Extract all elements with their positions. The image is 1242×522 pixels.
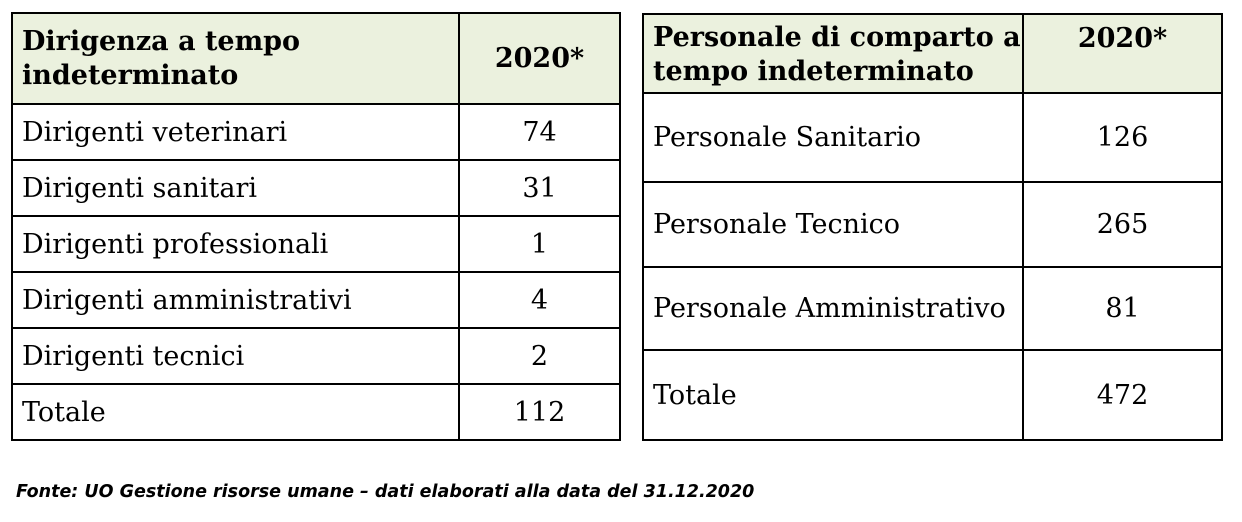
table-row: Personale Tecnico 265 xyxy=(642,181,1223,268)
row-value: 126 xyxy=(1022,92,1223,183)
row-label: Dirigenti veterinari xyxy=(11,103,460,161)
row-label: Dirigenti amministrativi xyxy=(11,271,460,329)
table-header-row: Dirigenza a tempo indeterminato 2020* xyxy=(11,12,621,105)
table-row: Dirigenti tecnici 2 xyxy=(11,327,621,385)
table-row: Dirigenti amministrativi 4 xyxy=(11,271,621,329)
row-value: 31 xyxy=(458,159,621,217)
header-label: Dirigenza a tempo indeterminato xyxy=(11,12,460,105)
total-label: Totale xyxy=(642,349,1024,441)
table-row: Dirigenti sanitari 31 xyxy=(11,159,621,217)
total-row: Totale 112 xyxy=(11,383,621,441)
total-value: 112 xyxy=(458,383,621,441)
table-row: Dirigenti veterinari 74 xyxy=(11,103,621,161)
header-year: 2020* xyxy=(1022,13,1223,94)
row-value: 265 xyxy=(1022,181,1223,268)
row-value: 4 xyxy=(458,271,621,329)
dirigenza-table: Dirigenza a tempo indeterminato 2020* Di… xyxy=(11,12,621,441)
header-year: 2020* xyxy=(458,12,621,105)
row-label: Dirigenti sanitari xyxy=(11,159,460,217)
total-label: Totale xyxy=(11,383,460,441)
total-value: 472 xyxy=(1022,349,1223,441)
table-row: Personale Amministrativo 81 xyxy=(642,266,1223,351)
row-value: 1 xyxy=(458,215,621,273)
row-label: Personale Tecnico xyxy=(642,181,1024,268)
row-label: Dirigenti professionali xyxy=(11,215,460,273)
row-label: Dirigenti tecnici xyxy=(11,327,460,385)
row-label: Personale Sanitario xyxy=(642,92,1024,183)
header-label: Personale di comparto a tempo indetermin… xyxy=(642,13,1024,94)
row-value: 81 xyxy=(1022,266,1223,351)
total-row: Totale 472 xyxy=(642,349,1223,441)
table-row: Personale Sanitario 126 xyxy=(642,92,1223,183)
row-value: 2 xyxy=(458,327,621,385)
table-row: Dirigenti professionali 1 xyxy=(11,215,621,273)
comparto-table: Personale di comparto a tempo indetermin… xyxy=(642,13,1223,441)
table-header-row: Personale di comparto a tempo indetermin… xyxy=(642,13,1223,94)
source-footnote: Fonte: UO Gestione risorse umane – dati … xyxy=(16,482,755,502)
row-label: Personale Amministrativo xyxy=(642,266,1024,351)
row-value: 74 xyxy=(458,103,621,161)
